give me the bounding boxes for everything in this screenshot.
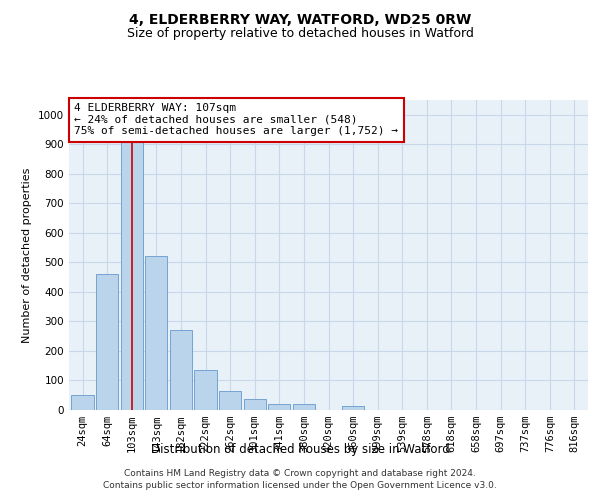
Text: Contains HM Land Registry data © Crown copyright and database right 2024.
Contai: Contains HM Land Registry data © Crown c… bbox=[103, 468, 497, 490]
Y-axis label: Number of detached properties: Number of detached properties bbox=[22, 168, 32, 342]
Bar bbox=[71, 395, 94, 410]
Text: Distribution of detached houses by size in Watford: Distribution of detached houses by size … bbox=[151, 442, 449, 456]
Bar bbox=[96, 274, 118, 410]
Bar bbox=[244, 399, 266, 410]
Text: 4 ELDERBERRY WAY: 107sqm
← 24% of detached houses are smaller (548)
75% of semi-: 4 ELDERBERRY WAY: 107sqm ← 24% of detach… bbox=[74, 103, 398, 136]
Bar bbox=[145, 256, 167, 410]
Bar bbox=[342, 406, 364, 410]
Bar bbox=[219, 391, 241, 410]
Bar bbox=[268, 404, 290, 410]
Bar bbox=[194, 370, 217, 410]
Text: 4, ELDERBERRY WAY, WATFORD, WD25 0RW: 4, ELDERBERRY WAY, WATFORD, WD25 0RW bbox=[129, 12, 471, 26]
Bar bbox=[293, 404, 315, 410]
Text: Size of property relative to detached houses in Watford: Size of property relative to detached ho… bbox=[127, 28, 473, 40]
Bar bbox=[170, 330, 192, 410]
Bar bbox=[121, 126, 143, 410]
